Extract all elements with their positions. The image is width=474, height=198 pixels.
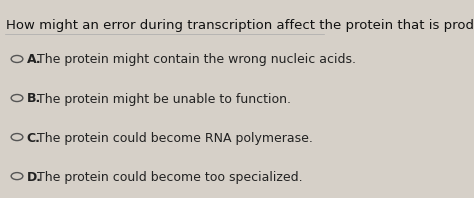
Text: B.: B.	[27, 92, 41, 106]
Text: C.: C.	[27, 131, 41, 145]
Text: The protein might contain the wrong nucleic acids.: The protein might contain the wrong nucl…	[36, 53, 356, 67]
Text: The protein might be unable to function.: The protein might be unable to function.	[36, 92, 291, 106]
Text: The protein could become too specialized.: The protein could become too specialized…	[36, 171, 302, 184]
Text: How might an error during transcription affect the protein that is produced?: How might an error during transcription …	[6, 19, 474, 32]
Text: The protein could become RNA polymerase.: The protein could become RNA polymerase.	[36, 131, 312, 145]
Text: D.: D.	[27, 171, 42, 184]
Text: A.: A.	[27, 53, 41, 67]
